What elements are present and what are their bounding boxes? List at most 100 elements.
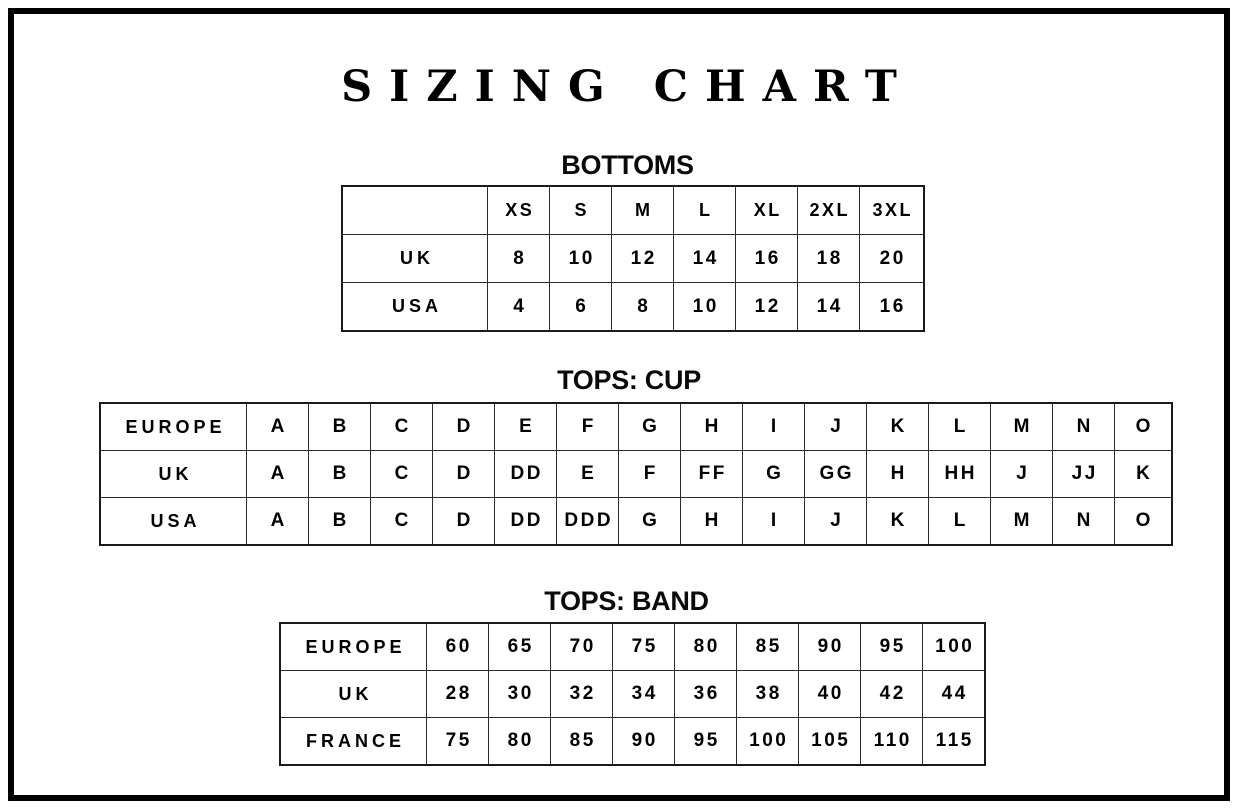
cell-value: 70 bbox=[550, 622, 613, 671]
poster-frame: SIZING CHART BOTTOMS XS S M L XL 2XL 3XL… bbox=[8, 8, 1230, 801]
cell-value: 28 bbox=[426, 670, 489, 718]
cell-value: 12 bbox=[735, 282, 798, 332]
table-row-header: XS S M L XL 2XL 3XL bbox=[341, 185, 925, 235]
cell-value: J bbox=[804, 402, 867, 451]
row-label-uk: UK bbox=[341, 234, 488, 283]
table-row: UK 8 10 12 14 16 18 20 bbox=[341, 234, 925, 283]
cell-value: 16 bbox=[735, 234, 798, 283]
cell-header-3xl: 3XL bbox=[859, 185, 925, 235]
cell-value: E bbox=[494, 402, 557, 451]
cell-value: G bbox=[618, 497, 681, 546]
cell-value: K bbox=[866, 402, 929, 451]
row-label-france: FRANCE bbox=[279, 717, 427, 766]
cell-header-m: M bbox=[611, 185, 674, 235]
cell-value: O bbox=[1114, 497, 1173, 546]
table-row: EUROPE A B C D E F G H I J K L M N O bbox=[99, 402, 1173, 451]
table-bottoms: XS S M L XL 2XL 3XL UK 8 10 12 14 16 18 … bbox=[341, 185, 925, 332]
section-heading-tops-band: TOPS: BAND bbox=[544, 586, 709, 616]
cell-value: 110 bbox=[860, 717, 923, 766]
cell-value: DD bbox=[494, 450, 557, 498]
cell-value: DD bbox=[494, 497, 557, 546]
cell-value: B bbox=[308, 450, 371, 498]
table-row: UK 28 30 32 34 36 38 40 42 44 bbox=[279, 670, 986, 718]
cell-value: M bbox=[990, 497, 1053, 546]
cell-value: 32 bbox=[550, 670, 613, 718]
cell-value: D bbox=[432, 450, 495, 498]
cell-value: FF bbox=[680, 450, 743, 498]
cell-value: H bbox=[680, 497, 743, 546]
cell-header-xl: XL bbox=[735, 185, 798, 235]
cell-value: 105 bbox=[798, 717, 861, 766]
cell-value: A bbox=[246, 450, 309, 498]
cell-value: 14 bbox=[797, 282, 860, 332]
cell-value: 80 bbox=[674, 622, 737, 671]
cell-value: I bbox=[742, 402, 805, 451]
table-row: UK A B C D DD E F FF G GG H HH J JJ K bbox=[99, 450, 1173, 498]
cell-value: 65 bbox=[488, 622, 551, 671]
cell-value: N bbox=[1052, 497, 1115, 546]
cell-value: 14 bbox=[673, 234, 736, 283]
cell-value: 18 bbox=[797, 234, 860, 283]
cell-value: A bbox=[246, 497, 309, 546]
poster-sheet: SIZING CHART BOTTOMS XS S M L XL 2XL 3XL… bbox=[14, 14, 1224, 795]
cell-value: 42 bbox=[860, 670, 923, 718]
cell-value: C bbox=[370, 497, 433, 546]
cell-value: H bbox=[680, 402, 743, 451]
cell-value: 90 bbox=[612, 717, 675, 766]
cell-value: J bbox=[804, 497, 867, 546]
cell-value: I bbox=[742, 497, 805, 546]
cell-value: 80 bbox=[488, 717, 551, 766]
cell-value: F bbox=[618, 450, 681, 498]
table-row: FRANCE 75 80 85 90 95 100 105 110 115 bbox=[279, 717, 986, 766]
cell-value: 34 bbox=[612, 670, 675, 718]
table-tops-band: EUROPE 60 65 70 75 80 85 90 95 100 UK 28 30 32 34 36 38 4… bbox=[279, 622, 986, 766]
cell-value: 38 bbox=[736, 670, 799, 718]
cell-value: 100 bbox=[736, 717, 799, 766]
cell-value: DDD bbox=[556, 497, 619, 546]
cell-value: M bbox=[990, 402, 1053, 451]
table-row: USA A B C D DD DDD G H I J K L M N O bbox=[99, 497, 1173, 546]
cell-value: C bbox=[370, 402, 433, 451]
cell-value: B bbox=[308, 497, 371, 546]
cell-value: 60 bbox=[426, 622, 489, 671]
row-label-uk: UK bbox=[279, 670, 427, 718]
cell-value: 10 bbox=[673, 282, 736, 332]
cell-value: G bbox=[618, 402, 681, 451]
cell-corner-blank bbox=[341, 185, 488, 235]
cell-value: G bbox=[742, 450, 805, 498]
table-row: EUROPE 60 65 70 75 80 85 90 95 100 bbox=[279, 622, 986, 671]
cell-value: 8 bbox=[611, 282, 674, 332]
cell-value: 95 bbox=[860, 622, 923, 671]
cell-value: E bbox=[556, 450, 619, 498]
row-label-usa: USA bbox=[341, 282, 488, 332]
row-label-usa: USA bbox=[99, 497, 247, 546]
cell-value: 85 bbox=[550, 717, 613, 766]
cell-value: 30 bbox=[488, 670, 551, 718]
cell-value: N bbox=[1052, 402, 1115, 451]
cell-value: JJ bbox=[1052, 450, 1115, 498]
cell-header-s: S bbox=[549, 185, 612, 235]
cell-value: H bbox=[866, 450, 929, 498]
cell-value: 44 bbox=[922, 670, 986, 718]
cell-value: L bbox=[928, 402, 991, 451]
cell-value: 90 bbox=[798, 622, 861, 671]
table-row: USA 4 6 8 10 12 14 16 bbox=[341, 282, 925, 332]
page-title: SIZING CHART bbox=[341, 62, 914, 112]
row-label-europe: EUROPE bbox=[99, 402, 247, 451]
cell-value: K bbox=[866, 497, 929, 546]
cell-value: 8 bbox=[487, 234, 550, 283]
cell-value: 115 bbox=[922, 717, 986, 766]
cell-value: HH bbox=[928, 450, 991, 498]
section-heading-tops-cup: TOPS: CUP bbox=[557, 365, 701, 395]
cell-value: 100 bbox=[922, 622, 986, 671]
section-heading-bottoms: BOTTOMS bbox=[561, 150, 694, 180]
cell-header-2xl: 2XL bbox=[797, 185, 860, 235]
row-label-europe: EUROPE bbox=[279, 622, 427, 671]
cell-value: 16 bbox=[859, 282, 925, 332]
cell-value: O bbox=[1114, 402, 1173, 451]
cell-value: GG bbox=[804, 450, 867, 498]
cell-header-xs: XS bbox=[487, 185, 550, 235]
cell-value: B bbox=[308, 402, 371, 451]
cell-value: C bbox=[370, 450, 433, 498]
cell-value: 12 bbox=[611, 234, 674, 283]
